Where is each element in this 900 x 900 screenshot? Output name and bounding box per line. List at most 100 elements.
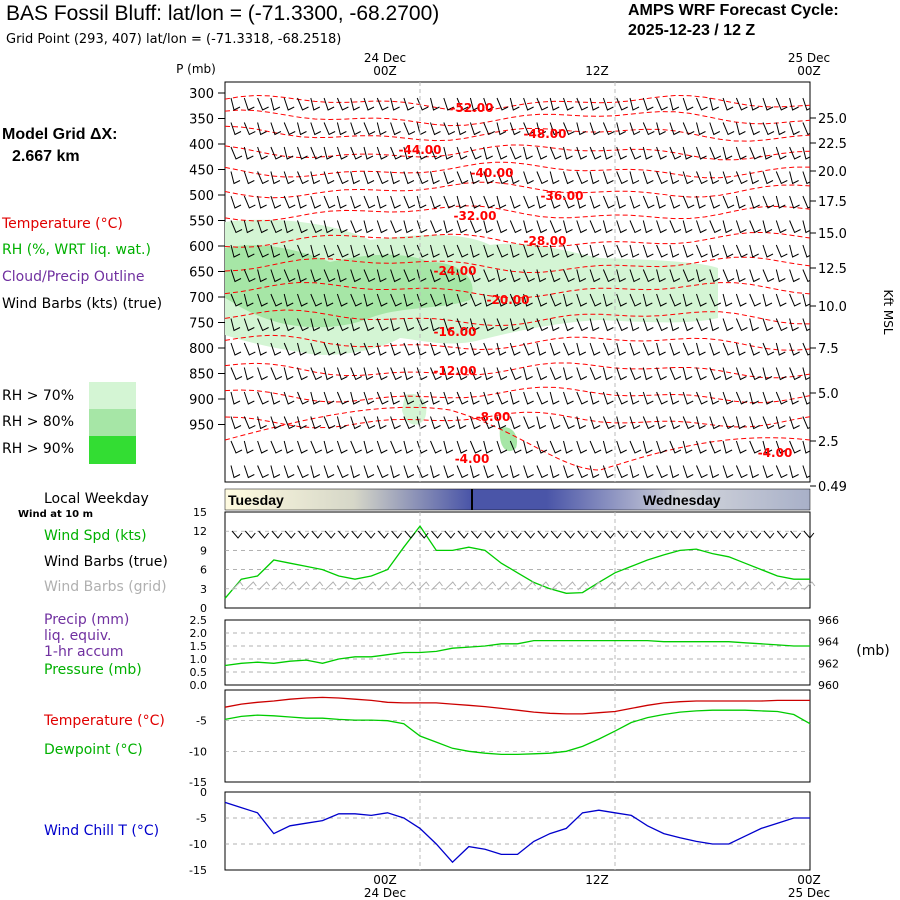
wind-barb-grid bbox=[776, 581, 789, 591]
legend-temperature: Temperature (°C) bbox=[2, 216, 123, 232]
wind-barb bbox=[589, 391, 600, 405]
wind-barb bbox=[735, 416, 746, 430]
wind-barb bbox=[602, 122, 615, 136]
wind-barb bbox=[563, 122, 575, 136]
wind-barb bbox=[270, 391, 281, 405]
wind-barb bbox=[629, 269, 641, 283]
wind-barb bbox=[549, 391, 560, 405]
isotherm-label: -32.00 bbox=[454, 209, 497, 223]
wind-barb bbox=[789, 146, 801, 160]
wind-barb bbox=[443, 416, 456, 430]
wind-barb bbox=[629, 318, 640, 332]
wind-barb bbox=[509, 195, 521, 209]
isotherm-label: -28.00 bbox=[524, 234, 567, 248]
wind-barb bbox=[589, 416, 601, 430]
wind-barb bbox=[576, 465, 589, 479]
wind-barb bbox=[709, 465, 720, 479]
wind-barb-grid bbox=[298, 581, 310, 591]
wind-barb-grid bbox=[431, 581, 443, 591]
wind-barb bbox=[656, 122, 666, 136]
rh90-swatch bbox=[89, 436, 136, 464]
height-tick-label: 5.0 bbox=[818, 387, 839, 402]
wind-barb bbox=[376, 146, 388, 160]
wind-barb bbox=[735, 367, 747, 381]
wind-barb bbox=[416, 465, 429, 479]
wind-barb bbox=[735, 244, 748, 258]
wind-barb bbox=[642, 293, 653, 307]
wind-barb bbox=[456, 146, 468, 160]
wind-barb bbox=[310, 293, 323, 307]
wind-barb bbox=[443, 465, 455, 479]
panel-right-tick-label: 964 bbox=[818, 636, 839, 649]
wind-barb-true bbox=[590, 530, 602, 539]
wind-barb bbox=[390, 195, 401, 209]
wind-barb bbox=[523, 220, 533, 234]
wind-barb bbox=[682, 367, 693, 381]
wind-barb bbox=[390, 269, 401, 283]
wind-barb bbox=[523, 293, 533, 307]
wind-barb bbox=[549, 367, 562, 381]
wind-barb bbox=[642, 122, 655, 136]
wind-barb bbox=[563, 391, 574, 405]
isotherm-label: -40.00 bbox=[471, 166, 514, 180]
wind-barb bbox=[735, 465, 748, 479]
wind-barb bbox=[629, 146, 642, 160]
wind-barb bbox=[443, 293, 454, 307]
wind-barb bbox=[722, 146, 733, 160]
wind-barb-true bbox=[657, 530, 668, 539]
wind-barb-true bbox=[697, 530, 708, 539]
wind-barb bbox=[696, 318, 708, 332]
wind-barb bbox=[656, 416, 666, 430]
wind-barb bbox=[509, 220, 522, 234]
wind-barb bbox=[789, 220, 801, 234]
wind-barb bbox=[589, 269, 601, 283]
wind-barb bbox=[669, 171, 680, 185]
panel-tick-label: 1.5 bbox=[190, 640, 208, 653]
wind-barb bbox=[735, 440, 747, 454]
wind-barb bbox=[642, 416, 655, 430]
wind-barb bbox=[430, 244, 440, 258]
wind-barb bbox=[483, 416, 495, 430]
wind-barb-true bbox=[338, 530, 349, 539]
wind-barb bbox=[469, 293, 482, 307]
wind-barb bbox=[416, 220, 428, 234]
wind-barb bbox=[536, 171, 549, 185]
wind-barb-grid bbox=[643, 581, 656, 591]
wind-barb bbox=[523, 97, 534, 111]
wind-barb bbox=[257, 195, 267, 209]
wind-barb bbox=[802, 293, 810, 307]
wind-barb bbox=[376, 244, 389, 258]
isotherm-line bbox=[225, 109, 810, 127]
wind-barb bbox=[297, 220, 308, 234]
wind-barb-true bbox=[324, 530, 336, 539]
wind-barb bbox=[336, 146, 348, 160]
wind-barb bbox=[403, 416, 416, 430]
wind-barb bbox=[802, 244, 810, 258]
wind-barb-true bbox=[577, 530, 589, 539]
wind-barb-grid bbox=[391, 581, 403, 591]
panel-tick-label: -5 bbox=[196, 812, 207, 825]
wind-barb bbox=[709, 97, 720, 111]
wind-barb bbox=[589, 122, 601, 136]
wind-barb-true bbox=[271, 530, 283, 539]
wind-barb bbox=[283, 465, 295, 479]
wind-barb-grid bbox=[471, 581, 483, 591]
wind-barb bbox=[775, 220, 787, 234]
wind-barb bbox=[363, 342, 376, 356]
wind-barb bbox=[270, 440, 283, 454]
panel-tick-label: 0.0 bbox=[190, 679, 208, 692]
rh70-swatch bbox=[89, 382, 136, 409]
wind-barb bbox=[390, 440, 402, 454]
bottom-tick-12z: 12Z bbox=[585, 873, 609, 887]
wind-barb bbox=[430, 318, 440, 332]
bottom-tick-00z-b: 00Z bbox=[797, 873, 821, 887]
isotherm-line bbox=[225, 144, 810, 161]
wind-barb bbox=[642, 195, 655, 209]
legend-dewpoint: Dewpoint (°C) bbox=[44, 742, 143, 758]
wind-barb bbox=[642, 146, 653, 160]
wind-barb bbox=[749, 122, 760, 136]
rh80-low-region bbox=[499, 427, 518, 452]
wind-barb bbox=[363, 269, 376, 283]
wind-barb bbox=[496, 293, 508, 307]
wind-barb bbox=[576, 367, 588, 381]
